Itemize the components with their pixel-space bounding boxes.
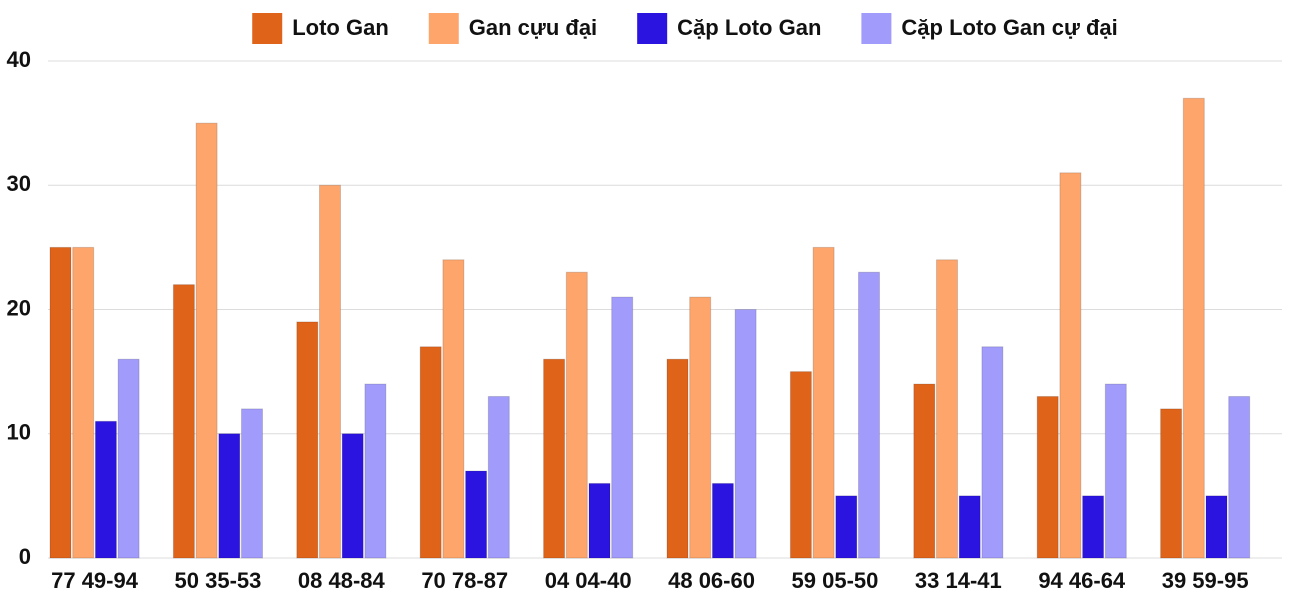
bar [981,346,1004,559]
bar [689,296,712,559]
bar [1228,395,1251,559]
bar [858,271,880,559]
bar [1059,172,1082,559]
x-tick-label: 94 46-64 [1038,568,1126,593]
x-tick-label: 48 06-60 [668,568,755,593]
legend-label: Loto Gan [292,15,389,40]
bar [835,495,858,559]
bar [543,358,566,559]
bar [913,383,936,559]
x-tick-label: 50 35-53 [175,568,262,593]
bar [789,371,812,559]
bar [588,482,611,559]
bar [958,495,981,559]
bar [812,246,835,559]
bar [734,309,757,559]
bar [72,246,95,559]
bar [1182,97,1205,559]
bar [666,358,689,559]
legend-swatch [252,13,283,44]
bar [1104,383,1127,559]
x-tick-label: 33 14-41 [915,568,1002,593]
x-tick-label: 08 48-84 [298,568,386,593]
bar [172,284,195,559]
bar [565,271,588,559]
bar [1205,495,1228,559]
bar [611,296,634,559]
x-tick-label: 04 04-40 [545,568,632,593]
legend-swatch [428,13,459,44]
bar [319,184,341,559]
bar [1082,495,1105,559]
legend-label: Cặp Loto Gan cự đại [901,15,1117,40]
y-tick-label: 0 [19,544,31,569]
bar [936,259,958,559]
bar [94,420,117,559]
bar [49,246,72,559]
bar [195,122,218,559]
bar [465,470,488,559]
legend-swatch [637,13,668,44]
y-tick-label: 30 [7,171,31,196]
y-tick-label: 10 [7,420,31,445]
bar [419,346,442,559]
x-tick-label: 70 78-87 [421,568,508,593]
bar [117,358,140,559]
legend-label: Gan cựu đại [469,15,597,40]
bar [1160,408,1183,559]
x-tick-label: 59 05-50 [792,568,879,593]
legend-label: Cặp Loto Gan [677,15,821,40]
bar [341,433,364,559]
bar [296,321,319,559]
bar [364,383,387,559]
bar [218,433,241,559]
bar [487,395,510,559]
bar [442,259,465,559]
legend-swatch [861,13,892,44]
bar [1036,395,1059,559]
y-tick-label: 20 [7,295,31,320]
x-tick-label: 39 59-95 [1162,568,1249,593]
y-tick-label: 40 [7,47,31,72]
bar [711,482,734,559]
x-tick-label: 77 49-94 [51,568,139,593]
bar [241,408,263,559]
